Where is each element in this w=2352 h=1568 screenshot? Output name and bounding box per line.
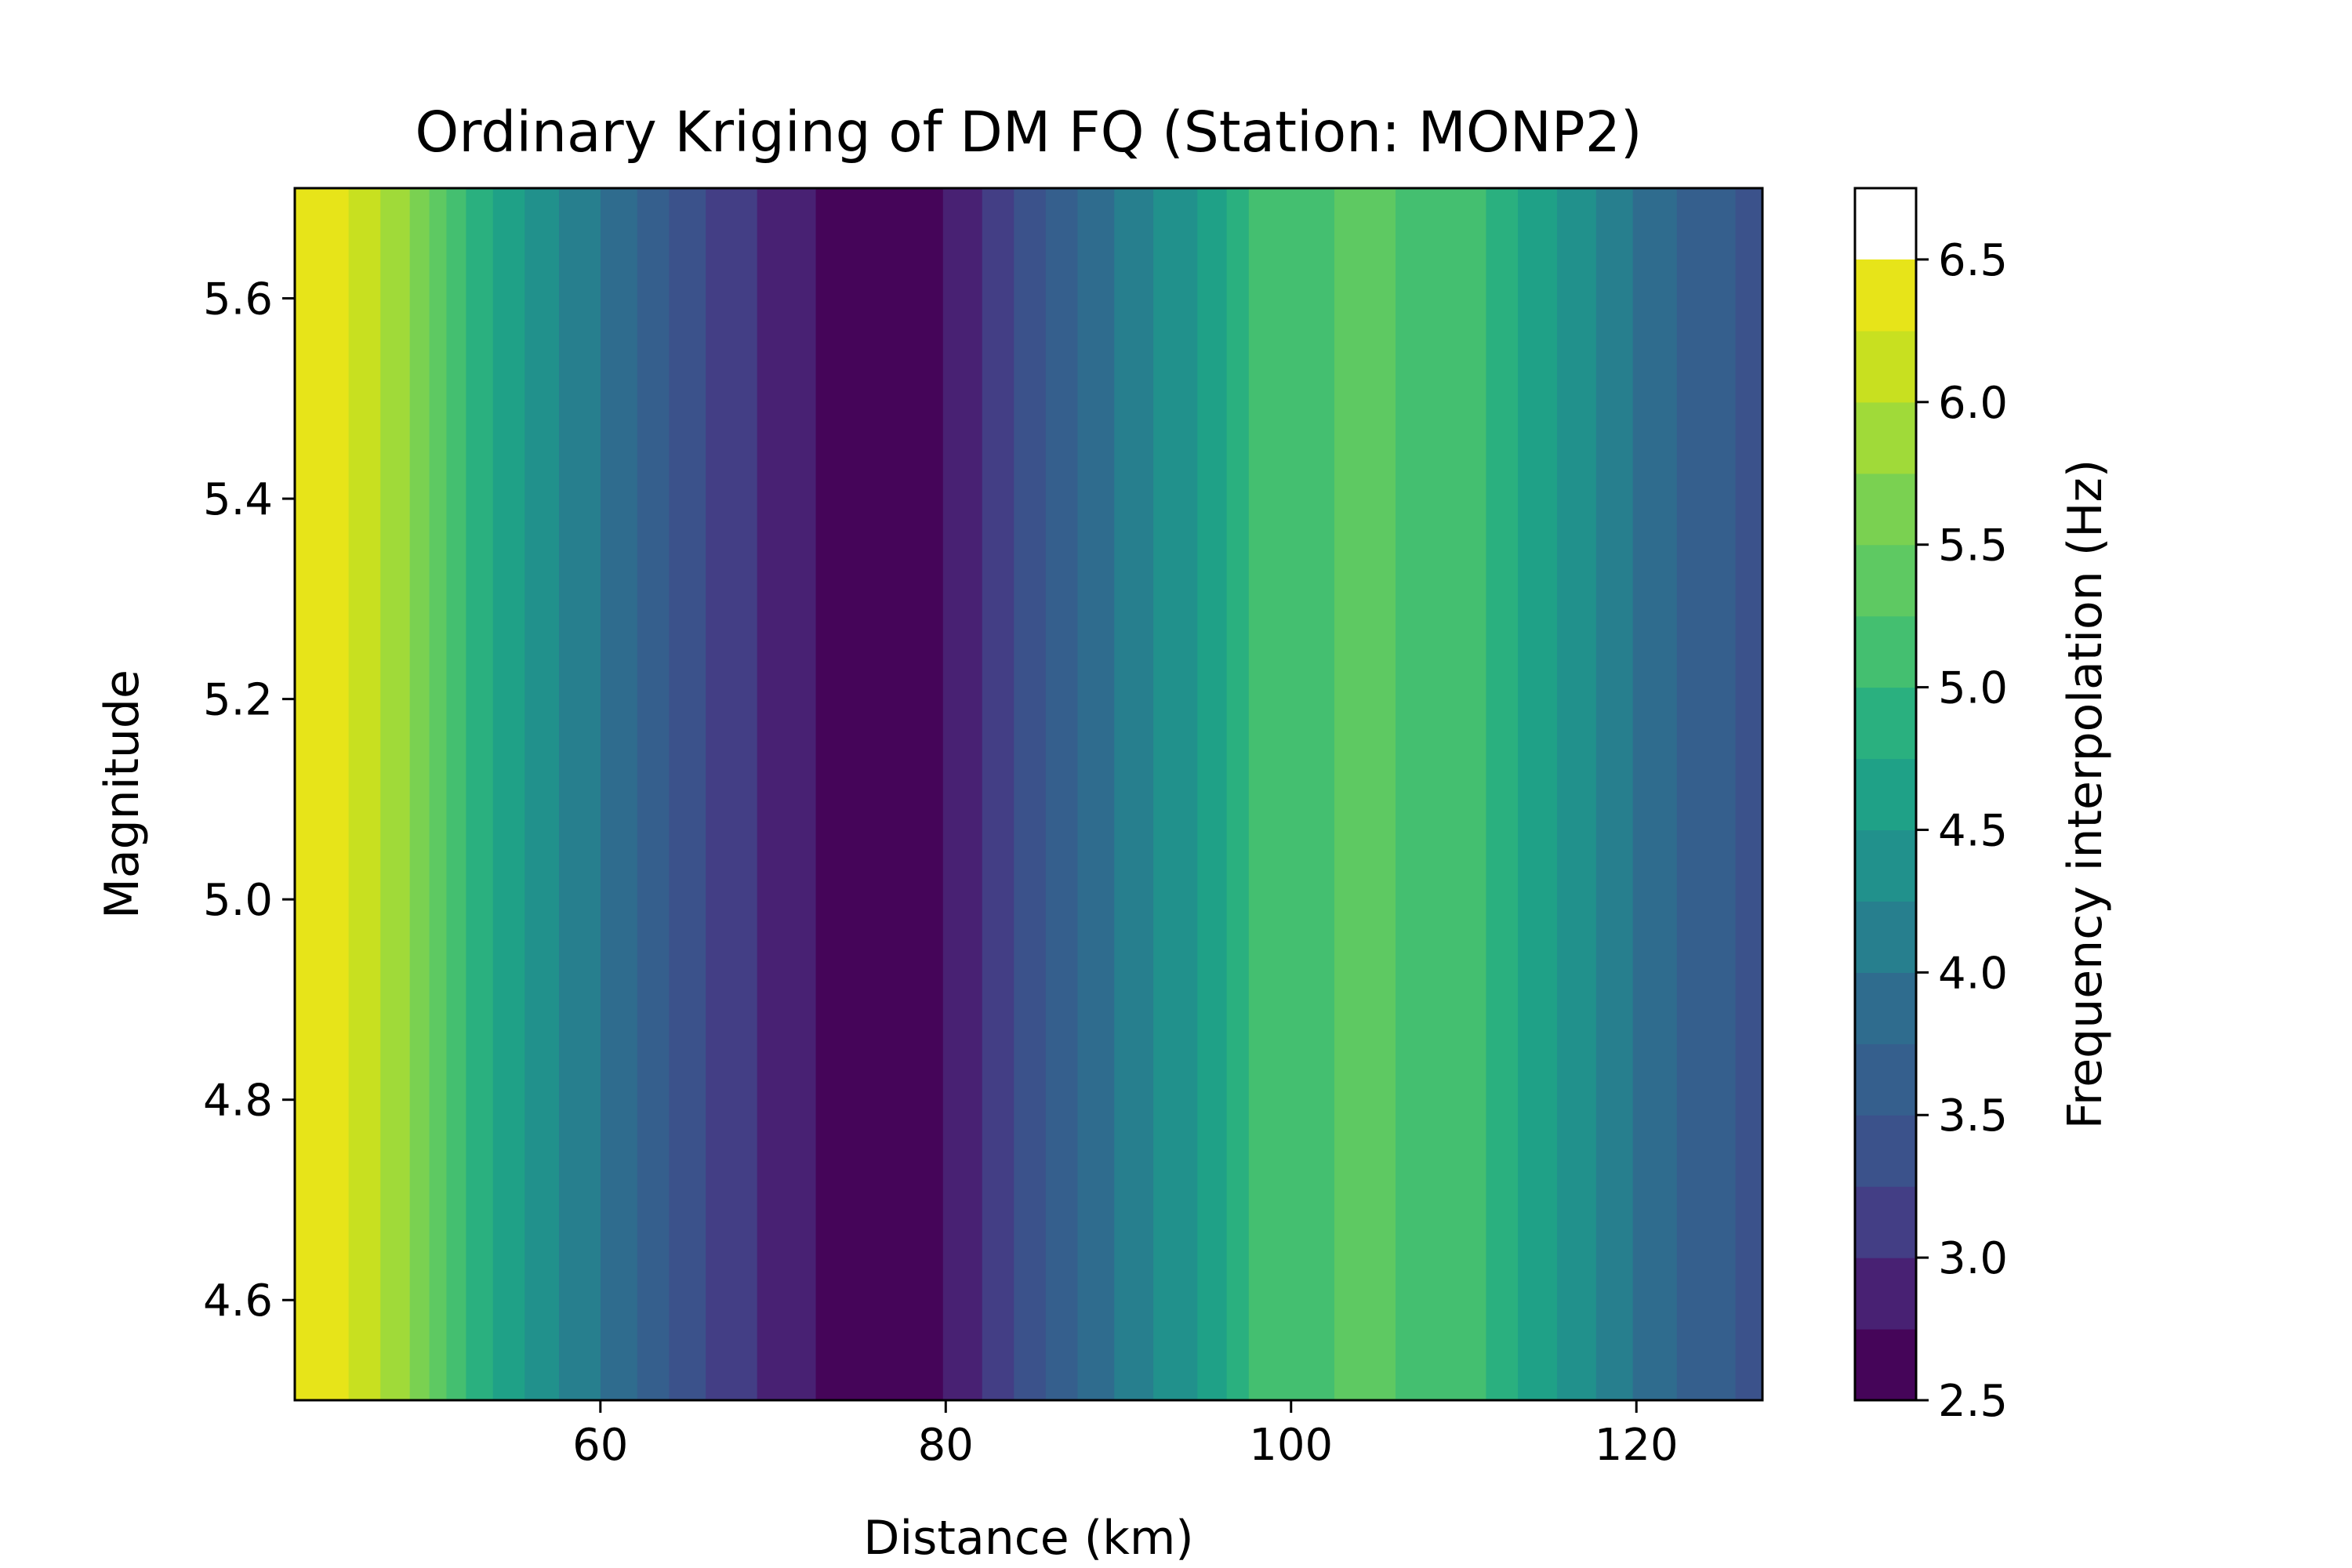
colorbar-tick-label: 4.0 <box>1938 948 2008 999</box>
y-tick-label: 4.6 <box>203 1276 273 1327</box>
y-tick-label: 5.0 <box>203 875 273 926</box>
contour-band-1 <box>348 188 381 1400</box>
y-axis-label: Magnitude <box>95 670 150 919</box>
colorbar-level-1 <box>1855 1258 1916 1330</box>
contour-band-23 <box>1197 188 1228 1400</box>
contour-band-13 <box>706 188 758 1400</box>
contour-band-30 <box>1556 188 1597 1400</box>
x-tick-label: 80 <box>918 1420 974 1471</box>
contour-band-17 <box>982 188 1014 1400</box>
plot-area <box>295 188 1763 1400</box>
colorbar-level-11 <box>1855 544 1916 617</box>
colorbar-level-4 <box>1855 1044 1916 1116</box>
colorbar-level-5 <box>1855 972 1916 1044</box>
colorbar-label: Frequency interpolation (Hz) <box>2058 459 2113 1130</box>
contour-band-27 <box>1396 188 1487 1400</box>
colorbar-ticks: 2.5 3.0 3.5 4.0 4.5 5.0 5.5 6.0 6.5 <box>1916 235 2008 1427</box>
contour-band-3 <box>409 188 430 1400</box>
y-tick-label: 5.2 <box>203 675 273 726</box>
colorbar-level-13 <box>1855 401 1916 474</box>
colorbar-level-6 <box>1855 901 1916 973</box>
x-axis: 60 80 100 120 <box>572 1400 1679 1471</box>
colorbar-level-9 <box>1855 687 1916 760</box>
contour-band-22 <box>1153 188 1198 1400</box>
contour-band-21 <box>1114 188 1154 1400</box>
colorbar-level-8 <box>1855 758 1916 831</box>
colorbar-tick-label: 3.0 <box>1938 1233 2008 1284</box>
contour-band-14 <box>757 188 817 1400</box>
x-tick-label: 120 <box>1595 1420 1679 1471</box>
contour-band-25 <box>1248 188 1335 1400</box>
y-tick-label: 4.8 <box>203 1076 273 1127</box>
contour-band-5 <box>446 188 466 1400</box>
y-axis: 4.6 4.8 5.0 5.2 5.4 5.6 <box>203 274 295 1327</box>
colorbar-level-12 <box>1855 473 1916 546</box>
colorbar-tick-label: 6.5 <box>1938 235 2008 286</box>
contour-band-16 <box>942 188 983 1400</box>
plot-frame <box>293 187 1764 1402</box>
x-axis-label: Distance (km) <box>863 1511 1193 1566</box>
colorbar-frame <box>1853 187 1918 1402</box>
contour-band-4 <box>429 188 448 1400</box>
contour-band-9 <box>558 188 601 1400</box>
colorbar <box>1855 259 1916 1401</box>
contour-band-28 <box>1486 188 1519 1400</box>
contour-band-8 <box>524 188 560 1400</box>
contour-band-26 <box>1334 188 1396 1400</box>
chart-title: Ordinary Kriging of DM FQ (Station: MONP… <box>415 100 1642 165</box>
y-tick-label: 5.4 <box>203 474 273 525</box>
colorbar-tick-label: 6.0 <box>1938 378 2008 429</box>
contour-band-31 <box>1595 188 1634 1400</box>
colorbar-tick-label: 3.5 <box>1938 1091 2008 1142</box>
x-tick-label: 60 <box>572 1420 628 1471</box>
colorbar-tick-label: 5.0 <box>1938 663 2008 714</box>
colorbar-level-7 <box>1855 829 1916 902</box>
contour-band-15 <box>815 188 944 1400</box>
contour-band-24 <box>1226 188 1250 1400</box>
colorbar-tick-label: 2.5 <box>1938 1376 2008 1427</box>
colorbar-level-0 <box>1855 1329 1916 1401</box>
contour-band-33 <box>1676 188 1737 1400</box>
colorbar-tick-label: 5.5 <box>1938 521 2008 572</box>
colorbar-level-2 <box>1855 1186 1916 1258</box>
contour-band-32 <box>1632 188 1678 1400</box>
contour-band-19 <box>1045 188 1078 1400</box>
colorbar-level-3 <box>1855 1115 1916 1187</box>
contour-band-34 <box>1735 188 1763 1400</box>
contour-band-6 <box>466 188 494 1400</box>
colorbar-level-14 <box>1855 330 1916 403</box>
contour-band-29 <box>1518 188 1558 1400</box>
contour-band-11 <box>637 188 670 1400</box>
contour-band-20 <box>1077 188 1115 1400</box>
contour-band-2 <box>380 188 411 1400</box>
x-tick-label: 100 <box>1249 1420 1333 1471</box>
contour-band-18 <box>1014 188 1047 1400</box>
contour-band-10 <box>601 188 638 1400</box>
colorbar-level-10 <box>1855 615 1916 688</box>
y-tick-label: 5.6 <box>203 274 273 325</box>
contour-band-7 <box>492 188 525 1400</box>
colorbar-level-15 <box>1855 259 1916 332</box>
colorbar-tick-label: 4.5 <box>1938 805 2008 856</box>
contour-band-12 <box>669 188 706 1400</box>
contour-band-0 <box>295 188 350 1400</box>
